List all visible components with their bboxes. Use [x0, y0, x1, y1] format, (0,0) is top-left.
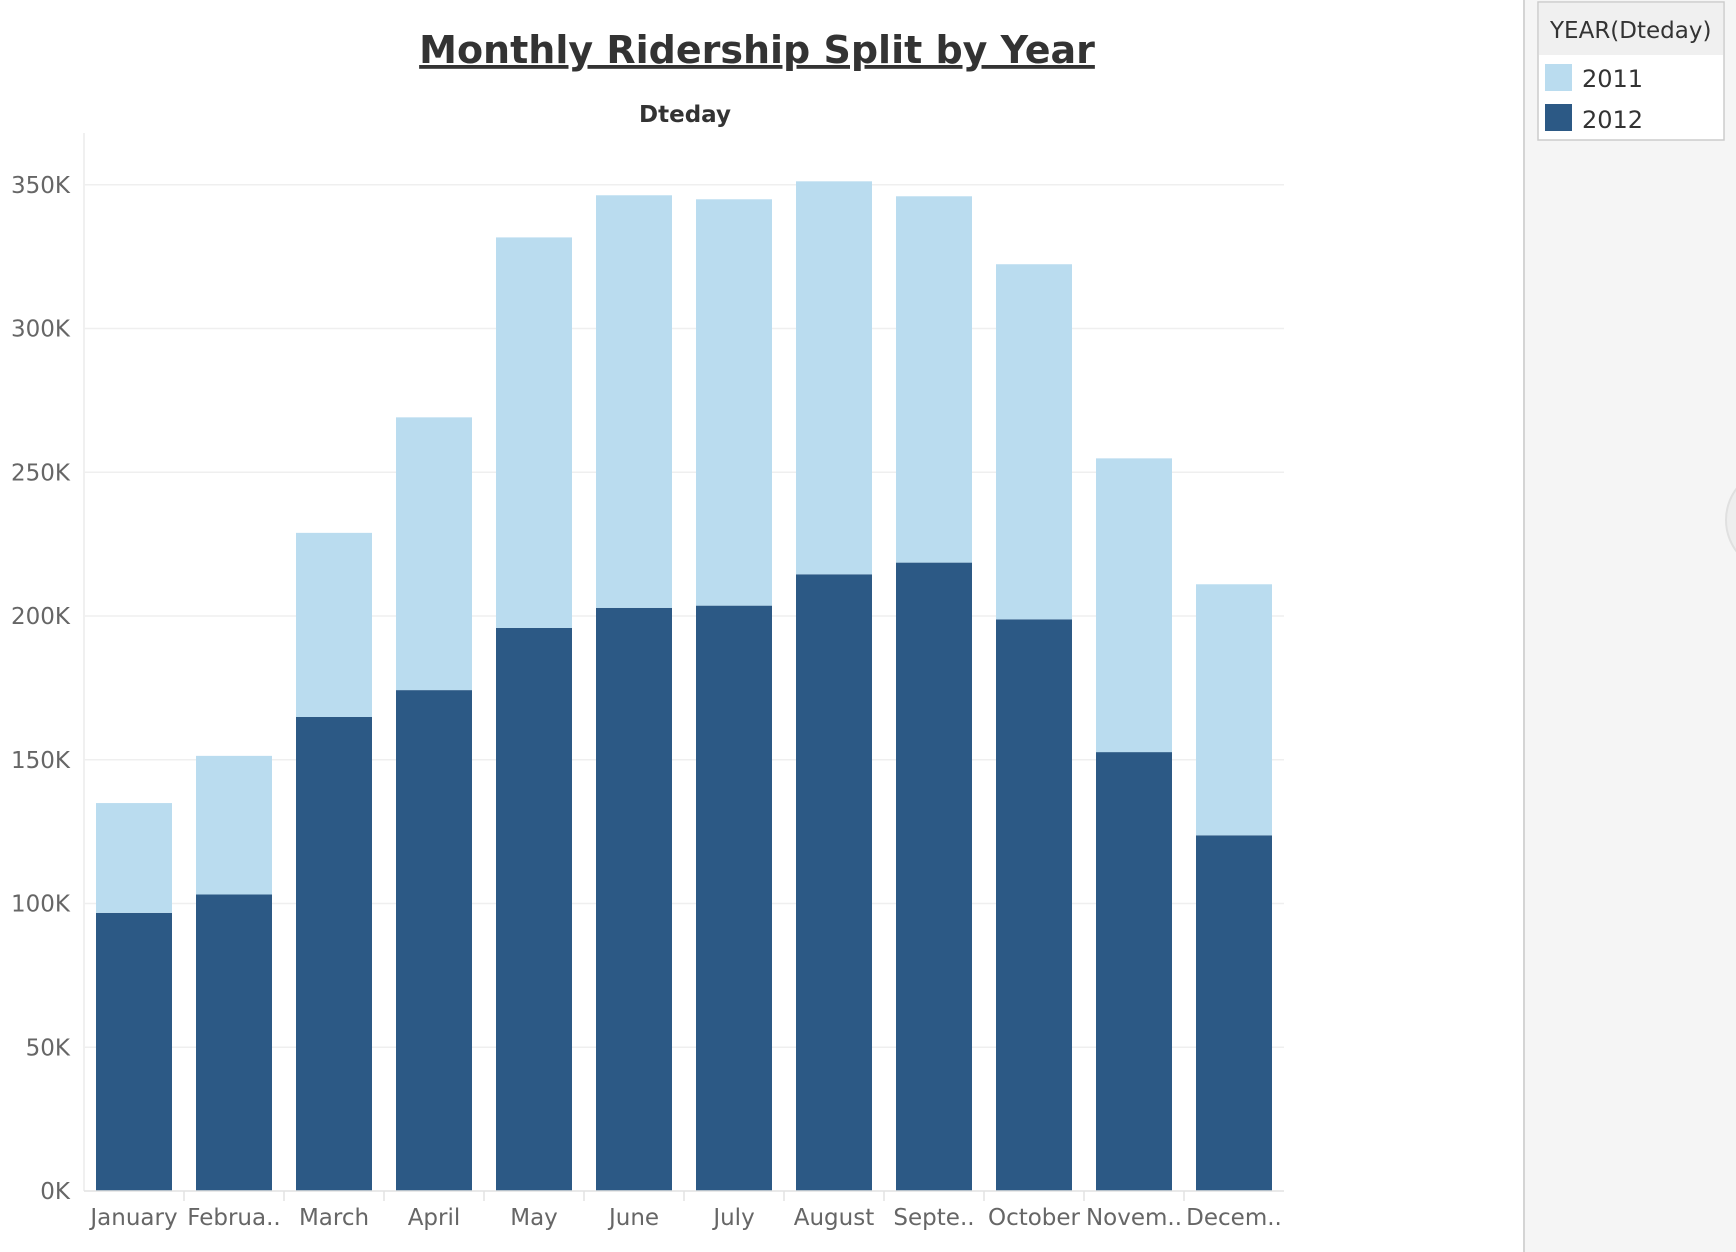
legend-swatch-2012[interactable] [1545, 104, 1572, 131]
y-tick-label: 350K [11, 173, 71, 199]
bar-2011[interactable] [896, 196, 972, 563]
x-tick-label: June [607, 1205, 659, 1231]
legend-swatch-2011[interactable] [1545, 64, 1572, 91]
bar-2011[interactable] [196, 755, 272, 895]
bar-2012[interactable] [1096, 752, 1172, 1191]
y-tick-label: 50K [26, 1035, 71, 1061]
bar-2012[interactable] [996, 619, 1072, 1191]
x-tick-label: Septe.. [893, 1205, 974, 1231]
bar-2011[interactable] [396, 417, 472, 691]
legend-label-2011[interactable]: 2011 [1582, 65, 1643, 93]
gridlines [84, 184, 1284, 1048]
bar-2011[interactable] [696, 199, 772, 606]
bar-2011[interactable] [296, 532, 372, 717]
x-tick-label: July [711, 1205, 754, 1231]
column-header: Dteday [639, 102, 731, 128]
bar-2011[interactable] [96, 803, 172, 913]
y-axis: 0K 50K 100K 150K 200K 250K 300K 350K [11, 173, 71, 1205]
y-tick-label: 300K [11, 317, 71, 343]
bar-2012[interactable] [496, 627, 572, 1191]
bar-2011[interactable] [496, 237, 572, 628]
x-tick-label: August [794, 1205, 875, 1231]
legend-title: YEAR(Dteday) [1549, 18, 1711, 44]
y-tick-label: 150K [11, 748, 71, 774]
bars [96, 181, 1272, 1191]
x-tick-label: Decem.. [1186, 1205, 1282, 1231]
bar-2011[interactable] [596, 195, 672, 608]
x-tick-label: January [88, 1205, 177, 1231]
x-tick-label: October [988, 1205, 1081, 1231]
bar-2012[interactable] [596, 607, 672, 1191]
side-panel [1524, 0, 1736, 1252]
y-tick-label: 100K [11, 892, 71, 918]
bar-2011[interactable] [996, 264, 1072, 620]
x-tick-label: Novem.. [1086, 1205, 1182, 1231]
bar-2012[interactable] [796, 574, 872, 1191]
y-tick-label: 0K [40, 1179, 71, 1205]
bar-2011[interactable] [796, 181, 872, 575]
bar-2012[interactable] [1196, 835, 1272, 1191]
bar-2012[interactable] [196, 894, 272, 1191]
chart-title: Monthly Ridership Split by Year [419, 28, 1095, 72]
side-panel-handle[interactable] [1725, 468, 1736, 572]
x-tick-label: Februa.. [187, 1205, 280, 1231]
bar-2012[interactable] [696, 605, 772, 1191]
bar-2012[interactable] [296, 716, 372, 1191]
bar-2012[interactable] [96, 912, 172, 1191]
bar-2011[interactable] [1096, 458, 1172, 753]
x-tick-label: March [299, 1205, 369, 1231]
x-tick-label: April [408, 1205, 461, 1231]
bar-2011[interactable] [1196, 584, 1272, 836]
legend-title-bar [1539, 3, 1723, 55]
y-tick-label: 200K [11, 604, 71, 630]
x-tick-label: May [510, 1205, 558, 1231]
legend: YEAR(Dteday) 2011 2012 [1537, 1, 1725, 141]
x-axis: January Februa.. March April May June July Augu… [88, 1191, 1282, 1231]
y-tick-label: 250K [11, 460, 71, 486]
bar-2012[interactable] [896, 562, 972, 1191]
bar-2012[interactable] [396, 690, 472, 1191]
legend-label-2012[interactable]: 2012 [1582, 106, 1643, 134]
